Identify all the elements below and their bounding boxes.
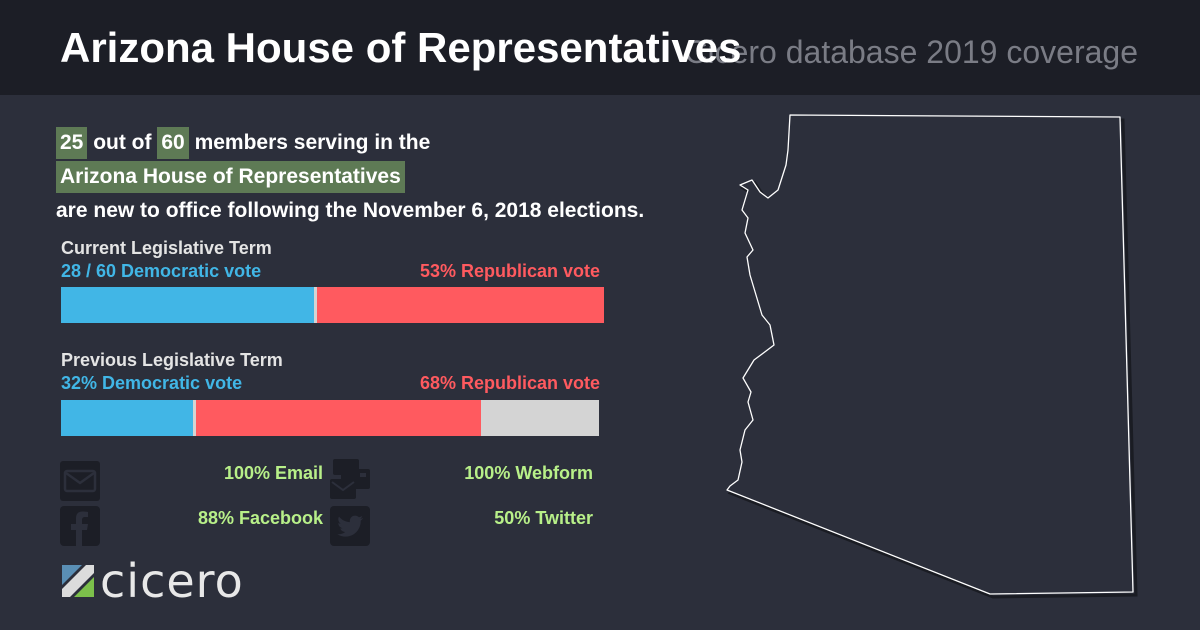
intro-text-3: are new to office following the November…	[56, 199, 645, 222]
current-rep-segment	[317, 287, 604, 323]
facebook-stat: 88% Facebook	[197, 508, 323, 528]
current-term-bar	[61, 287, 604, 323]
email-stat: 100% Email	[223, 463, 323, 483]
facebook-icon	[60, 506, 100, 546]
intro-text-1: out of	[93, 131, 152, 154]
cicero-wordmark: cicero	[100, 554, 244, 608]
current-term-label: Current Legislative Term	[61, 238, 272, 258]
arizona-map-outline	[726, 114, 1138, 599]
current-dem-label: 28 / 60 Democratic vote	[61, 261, 262, 281]
previous-dem-label: 32% Democratic vote	[61, 373, 243, 393]
webform-stat: 100% Webform	[464, 463, 593, 483]
new-member-count: 25	[56, 127, 88, 159]
intro-statement: 25 out of 60 members serving in the Ariz…	[56, 126, 756, 228]
page-title: Arizona House of Representatives	[60, 24, 742, 71]
current-rep-label: 53% Republican vote	[419, 261, 600, 281]
header-bar	[0, 0, 1200, 95]
chamber-name: Arizona House of Representatives	[56, 161, 405, 193]
current-dem-segment	[61, 287, 314, 323]
previous-term-label: Previous Legislative Term	[61, 350, 283, 370]
email-icon	[60, 461, 100, 501]
previous-term-bar	[61, 400, 599, 436]
cicero-logo-mark	[62, 565, 94, 597]
previous-dem-segment	[61, 400, 193, 436]
webform-icon	[330, 459, 370, 499]
arizona-state-shape	[726, 114, 1134, 595]
coverage-subtitle: Cicero database 2019 coverage	[684, 34, 1138, 70]
total-member-count: 60	[157, 127, 189, 159]
twitter-stat: 50% Twitter	[494, 508, 593, 528]
intro-text-2: members serving in the	[194, 131, 431, 154]
twitter-icon	[330, 506, 370, 546]
previous-rep-segment	[196, 400, 481, 436]
cicero-logo: cicero	[62, 554, 244, 608]
previous-rep-label: 68% Republican vote	[419, 373, 600, 393]
